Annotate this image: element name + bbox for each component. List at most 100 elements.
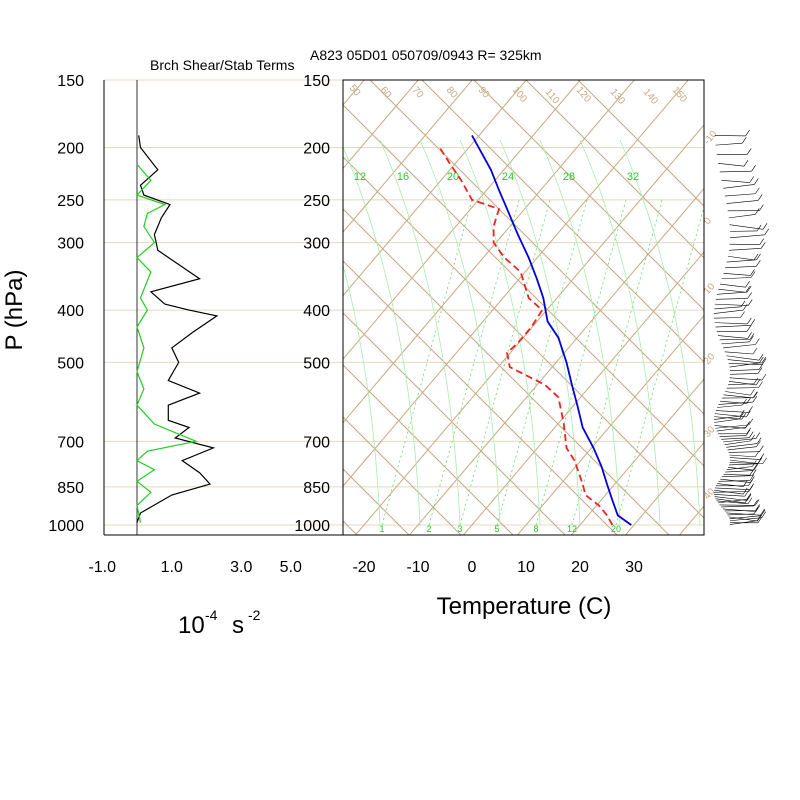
- wind-barb: [722, 438, 756, 443]
- wind-barb: [727, 255, 755, 261]
- wind-barb: [728, 214, 756, 219]
- left-ytick-label: 700: [57, 434, 84, 451]
- wind-barb-flag: [746, 285, 752, 293]
- wind-barb: [726, 512, 761, 516]
- wind-barb-flag: [761, 356, 767, 364]
- wind-barb-flag: [740, 409, 745, 417]
- wind-barb: [726, 200, 759, 204]
- skewt-ytick-label: 700: [303, 434, 330, 451]
- wind-barb-flag: [760, 508, 765, 516]
- mixing-ratio-label: 20: [611, 524, 621, 534]
- wind-barb-flag: [752, 347, 758, 355]
- wind-barb-flag: [754, 450, 760, 458]
- wind-barb-flag: [759, 356, 764, 364]
- left-ytick-label: 850: [57, 480, 84, 497]
- wind-barb: [716, 500, 749, 505]
- wind-barb-flag: [759, 238, 765, 245]
- wind-barb: [726, 259, 757, 263]
- left-ytick-label: 150: [57, 73, 84, 90]
- left-xlabel-exp1: -4: [205, 607, 218, 623]
- wind-barb-flag: [761, 373, 767, 381]
- saturated-adiabat-line: [579, 139, 661, 526]
- wind-barb-flag: [743, 303, 748, 311]
- wind-barb: [727, 359, 762, 364]
- wind-barb: [728, 451, 760, 453]
- wind-barb: [728, 381, 757, 386]
- wind-barb: [717, 483, 744, 487]
- mixing-ratio-line: [615, 205, 704, 526]
- wind-barb-flag: [754, 208, 760, 215]
- left-xlabel-exp2: -2: [248, 607, 261, 623]
- dry-adiabat-line: [343, 156, 704, 519]
- wind-barb: [715, 298, 748, 300]
- wind-barb: [727, 383, 754, 386]
- wind-barb-flag: [745, 281, 750, 288]
- wind-barb-flag: [762, 457, 767, 464]
- wind-barb: [729, 454, 756, 458]
- wind-barb-flag: [751, 164, 756, 172]
- wind-barb: [723, 394, 754, 399]
- dry-adiabat-line: [421, 80, 704, 363]
- isotherm-line: [343, 80, 635, 424]
- left-xtick-label: -1.0: [88, 559, 116, 576]
- wind-barb-flag: [762, 223, 768, 230]
- wind-barb: [725, 470, 753, 473]
- wind-barb-flag: [753, 499, 758, 507]
- isotherm-line: [516, 314, 704, 535]
- wind-barb: [718, 288, 746, 293]
- dry-adiabat-label: 60: [378, 85, 394, 101]
- wind-barb-flag: [750, 269, 755, 276]
- wind-barb: [714, 303, 749, 306]
- mixing-ratio-label: 2: [426, 524, 431, 534]
- wind-barb-flag: [746, 410, 751, 418]
- mixing-ratio-line: [459, 199, 551, 526]
- dry-adiabat-label: 100: [510, 85, 529, 105]
- wind-barb-flag: [759, 204, 764, 211]
- wind-barb: [715, 498, 746, 504]
- wind-barb-flag: [741, 413, 747, 420]
- dry-adiabat-label: 90: [476, 85, 492, 101]
- wind-barb-flag: [755, 338, 760, 345]
- wind-barb-flag: [753, 377, 759, 384]
- wind-barb: [715, 424, 749, 429]
- dry-adiabat-line: [525, 80, 704, 259]
- wind-barb: [728, 467, 754, 471]
- wind-barb: [716, 291, 748, 295]
- wind-barb-flag: [749, 474, 755, 481]
- skewt-xtick-label: -10: [406, 559, 429, 576]
- wind-barb-flag: [756, 514, 762, 521]
- saturated-adiabat-label: 28: [563, 171, 575, 183]
- wind-barb: [724, 351, 753, 355]
- isotherm-line: [786, 28, 800, 537]
- wind-barb: [727, 513, 754, 516]
- wind-barb-flag: [749, 431, 754, 438]
- left-ytick-label: 300: [57, 236, 84, 253]
- wind-barb: [724, 193, 756, 197]
- wind-barb-flag: [754, 178, 759, 185]
- wind-barb-flag: [749, 333, 755, 340]
- dry-adiabat-label: 150: [670, 85, 689, 105]
- dewpoint-profile-line: [438, 147, 614, 526]
- wind-barb-flag: [745, 429, 751, 436]
- wind-barb: [727, 446, 757, 451]
- wind-barb-flag: [755, 378, 761, 386]
- isotherm-line: [343, 80, 689, 487]
- wind-barb-flag: [752, 395, 758, 403]
- saturated-adiabat-line: [459, 139, 541, 526]
- wind-barb-flag: [753, 391, 758, 398]
- left-ytick-label: 500: [57, 355, 84, 372]
- wind-barb: [719, 283, 746, 288]
- dry-adiabat-line: [0, 40, 278, 560]
- wind-barb: [724, 440, 751, 445]
- wind-barb: [729, 362, 760, 368]
- wind-barb: [717, 499, 748, 504]
- wind-barb-flag: [758, 363, 764, 370]
- dry-adiabat-label: 140: [641, 87, 660, 107]
- wind-barb-flag: [755, 187, 760, 194]
- wind-barb: [729, 224, 764, 230]
- left-xtick-label: 3.0: [230, 559, 252, 576]
- skewt-ytick-label: 850: [303, 480, 330, 497]
- isotherm-line: [343, 80, 527, 297]
